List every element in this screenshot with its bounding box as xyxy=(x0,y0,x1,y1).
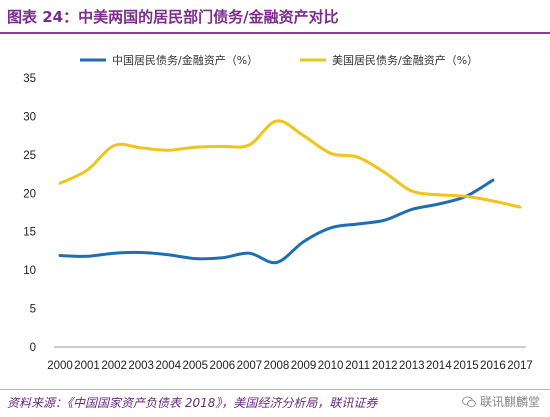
x-tick-label: 2014 xyxy=(426,360,452,372)
us-series-line xyxy=(58,119,522,209)
x-tick-label: 2016 xyxy=(480,360,506,372)
y-tick-label: 5 xyxy=(30,304,36,316)
legend: 中国居民债务/金融资产（%） 美国居民债务/金融资产（%） xyxy=(80,53,478,67)
x-tick-label: 2003 xyxy=(128,360,154,372)
y-tick-label: 25 xyxy=(23,150,36,162)
y-tick-label: 20 xyxy=(23,188,36,200)
x-tick-label: 2017 xyxy=(507,360,533,372)
x-tick-label: 2012 xyxy=(372,360,398,372)
x-tick-label: 2010 xyxy=(318,360,344,372)
x-tick-label: 2004 xyxy=(155,360,181,372)
source-note: 资料来源：《中国国家资产负债表 2018》，美国经济分析局，联讯证券 xyxy=(7,396,378,410)
source-divider xyxy=(0,389,550,390)
series-group xyxy=(58,119,522,265)
y-axis-ticks: 0 5 10 15 20 25 30 35 xyxy=(23,73,36,354)
title-divider xyxy=(0,32,550,34)
x-tick-label: 2009 xyxy=(291,360,317,372)
chart-title: 图表 24：中美两国的居民部门债务/金融资产对比 xyxy=(7,8,339,26)
y-tick-label: 35 xyxy=(23,73,36,85)
watermark: 联讯麒麟堂 xyxy=(461,393,540,410)
x-tick-label: 2011 xyxy=(345,360,370,372)
china-series-line xyxy=(58,178,495,265)
x-tick-label: 2000 xyxy=(47,360,73,372)
y-tick-label: 30 xyxy=(23,111,36,123)
wechat-icon xyxy=(461,396,476,407)
y-tick-label: 0 xyxy=(30,342,36,354)
x-tick-label: 2013 xyxy=(399,360,425,372)
legend-label: 中国居民债务/金融资产（%） xyxy=(112,53,258,67)
x-axis-ticks: 2000 2001 2002 2003 2004 2005 2006 2007 2008 2009… xyxy=(47,360,533,372)
legend-label: 美国居民债务/金融资产（%） xyxy=(332,53,478,67)
x-tick-label: 2008 xyxy=(264,360,290,372)
x-tick-label: 2001 xyxy=(74,360,100,372)
line-chart: 中国居民债务/金融资产（%） 美国居民债务/金融资产（%） 0 5 10 15 20 25 3… xyxy=(23,53,533,372)
y-tick-label: 10 xyxy=(23,265,36,277)
x-tick-label: 2006 xyxy=(210,360,236,372)
x-tick-label: 2002 xyxy=(101,360,127,372)
x-tick-label: 2015 xyxy=(453,360,479,372)
x-tick-label: 2007 xyxy=(237,360,263,372)
x-tick-label: 2005 xyxy=(182,360,208,372)
watermark-text: 联讯麒麟堂 xyxy=(479,395,540,409)
y-tick-label: 15 xyxy=(23,227,36,239)
